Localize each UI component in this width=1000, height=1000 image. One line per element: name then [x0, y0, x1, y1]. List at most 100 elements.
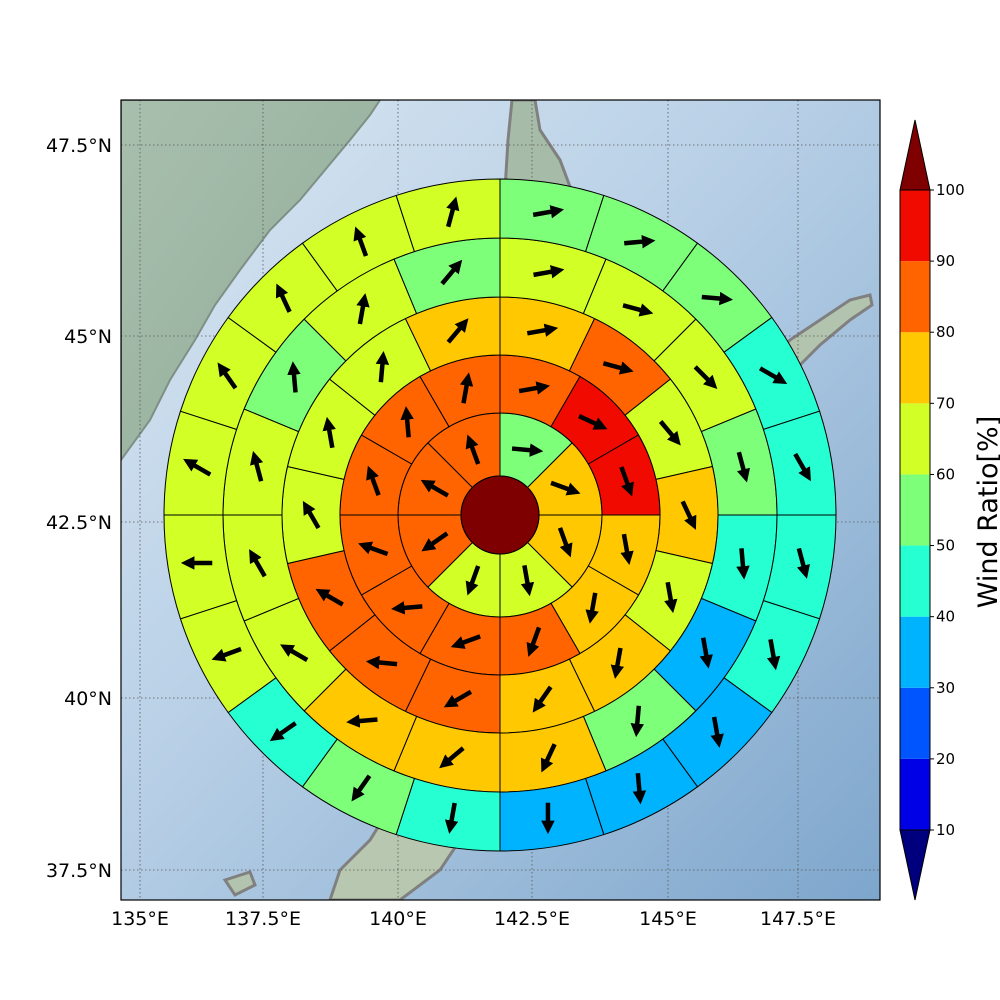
wind-arrow	[315, 588, 344, 607]
wind-arrow	[526, 626, 542, 657]
wind-arrow	[420, 479, 449, 498]
longitude-tick-labels: 135°E 137.5°E 140°E 142.5°E 145°E 147.5°E	[111, 908, 836, 930]
wind-arrow	[693, 365, 718, 390]
wind-arrow	[302, 500, 321, 530]
lon-tick-label: 135°E	[111, 908, 169, 930]
wind-arrow	[391, 601, 423, 615]
wind-arrow	[465, 565, 481, 596]
wind-arrow	[550, 480, 581, 496]
wind-arrow	[322, 416, 336, 449]
wind-arrow	[664, 581, 678, 614]
lon-tick-label: 147.5°E	[760, 908, 836, 930]
wind-arrow	[365, 655, 398, 670]
wind-ratio-cell	[395, 178, 501, 253]
wind-arrow	[680, 500, 697, 530]
wind-arrow	[366, 465, 381, 496]
wind-arrow	[356, 293, 370, 325]
wind-arrow	[450, 634, 481, 649]
colorbar-tick-label: 40	[936, 608, 955, 626]
colorbar-tick-label: 20	[936, 750, 955, 768]
wind-arrow	[446, 318, 469, 344]
colorbar-tick-label: 10	[936, 821, 955, 839]
wind-arrow	[518, 381, 551, 395]
wind-arrow	[526, 323, 559, 337]
wind-arrow	[585, 592, 599, 624]
wind-arrow	[211, 646, 242, 662]
wind-arrow	[736, 451, 751, 483]
colorbar-segment	[900, 687, 930, 759]
colorbar-tick-label: 90	[936, 252, 955, 270]
lat-tick-label: 45°N	[64, 326, 112, 348]
wind-arrow	[443, 689, 473, 708]
wind-arrow	[280, 644, 309, 662]
wind-arrow	[610, 647, 624, 679]
colorbar-tick-label: 100	[936, 181, 965, 199]
colorbar-segment	[900, 332, 930, 404]
colorbar-tick-label: 80	[936, 323, 955, 341]
wind-arrows	[180, 196, 811, 835]
colorbar-tick-label: 70	[936, 394, 955, 412]
colorbar-under-extension	[899, 829, 931, 901]
colorbar-title: Wind Ratio[%]	[973, 416, 1000, 608]
colorbar-segment	[900, 758, 930, 830]
wind-arrow	[796, 547, 810, 579]
colorbar-segment	[900, 616, 930, 688]
wind-arrow	[793, 452, 811, 482]
wind-arrow	[658, 420, 681, 446]
wind-arrow	[620, 533, 634, 566]
wind-arrow	[375, 350, 390, 383]
wind-arrow	[622, 303, 654, 317]
wind-arrow	[624, 234, 656, 249]
wind-arrow	[520, 564, 535, 597]
colorbar-tick-label: 30	[936, 679, 955, 697]
wind-arrow	[183, 458, 212, 477]
wind-arrow	[578, 413, 608, 430]
lat-tick-label: 42.5°N	[46, 512, 112, 534]
wind-arrow	[358, 541, 389, 557]
map-frame	[120, 99, 881, 901]
center-cell	[460, 475, 540, 555]
lat-tick-label: 47.5°N	[46, 135, 112, 157]
wind-arrow	[758, 366, 788, 385]
wind-arrow	[699, 637, 713, 669]
colorbar-frame	[899, 189, 931, 831]
wind-arrow	[439, 746, 465, 769]
wind-arrow	[511, 443, 544, 457]
island-land	[222, 870, 257, 897]
colorbar	[899, 119, 931, 901]
wind-arrow	[346, 714, 378, 728]
colorbar-segment	[900, 545, 930, 617]
wind-arrow	[710, 716, 724, 748]
wind-arrow	[619, 466, 634, 497]
colorbar-tick-labels: 10 20 30 40 50 60 70 80 90 100	[930, 181, 965, 839]
wind-arrow	[353, 226, 369, 257]
wind-arrow	[465, 434, 481, 465]
lon-tick-label: 140°E	[369, 908, 427, 930]
wind-arrow	[701, 291, 734, 306]
wind-arrow	[287, 361, 301, 393]
wind-arrow	[632, 772, 647, 805]
wind-arrow	[630, 705, 644, 738]
wind-arrow	[351, 774, 372, 802]
wind-arrow	[444, 802, 459, 834]
colorbar-over-extension	[899, 119, 931, 191]
lon-tick-label: 142.5°E	[494, 908, 570, 930]
wind-arrow	[736, 548, 750, 580]
wind-arrow	[400, 406, 414, 438]
colorbar-tick-label: 60	[936, 465, 955, 483]
wind-arrow	[766, 638, 781, 671]
lon-tick-label: 137.5°E	[225, 908, 301, 930]
wind-arrow	[249, 450, 264, 482]
lon-tick-label: 145°E	[639, 908, 697, 930]
wind-arrow	[421, 531, 449, 552]
colorbar-segment	[900, 261, 930, 333]
latitude-tick-labels: 37.5°N 40°N 42.5°N 45°N 47.5°N	[46, 135, 112, 882]
lat-tick-label: 37.5°N	[46, 860, 112, 882]
lat-tick-label: 40°N	[64, 688, 112, 710]
colorbar-tick-label: 50	[936, 537, 955, 555]
wind-arrow	[445, 196, 460, 228]
wind-arrow	[440, 259, 463, 286]
wind-arrow	[532, 685, 553, 713]
wind-arrow	[540, 743, 557, 773]
